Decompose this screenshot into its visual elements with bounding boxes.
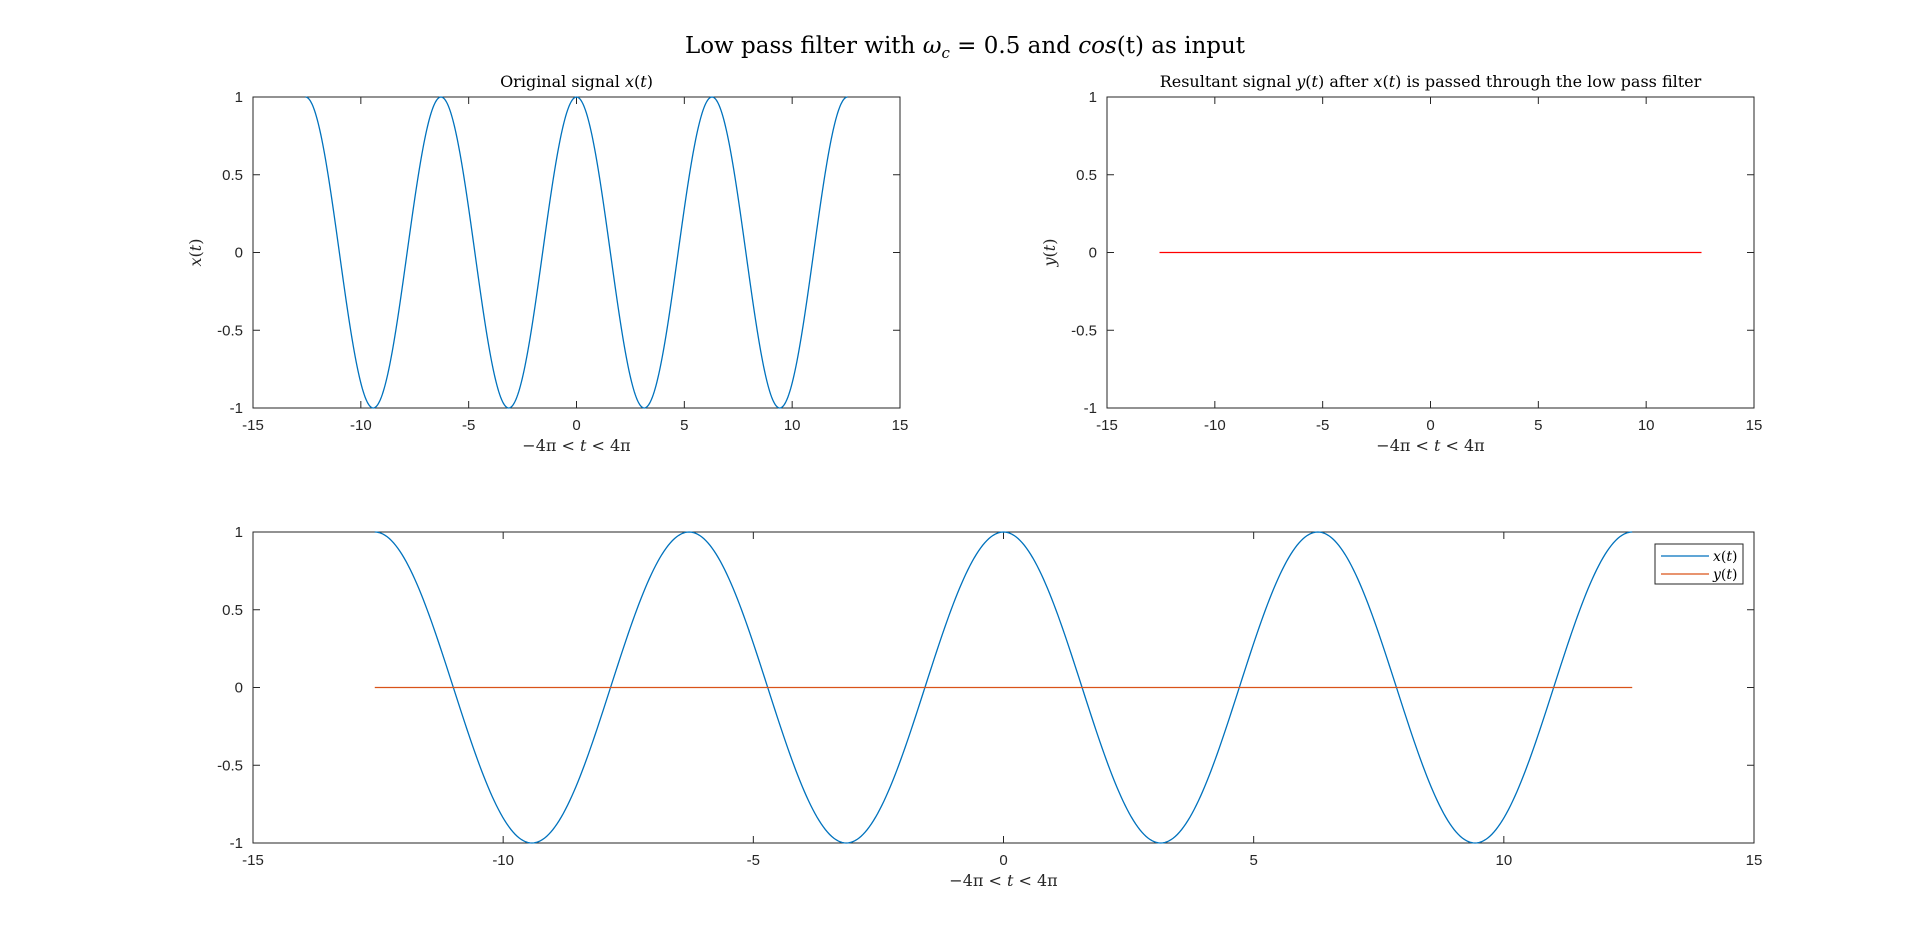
x-tick-label: -15 (1096, 417, 1118, 434)
x-axis-label: −4π < t < 4π (949, 871, 1057, 890)
x-tick-label: 5 (1249, 852, 1257, 869)
x-tick-label: -10 (350, 417, 372, 434)
x-tick-label: -5 (747, 852, 760, 869)
x-tick-label: 10 (784, 417, 801, 434)
y-tick-label: -1 (230, 400, 243, 417)
x-tick-label: 10 (1495, 852, 1512, 869)
y-tick-label: 0.5 (1076, 167, 1097, 184)
x-tick-label: -10 (492, 852, 514, 869)
axes-box (252, 96, 901, 409)
y-tick-label: -0.5 (217, 322, 243, 339)
y-tick-label: 0 (235, 245, 243, 262)
panel-combined-signals: -15 -10 -5 0 5 10 15 -1 -0.5 0 0.5 1 −4π < t < 4π x(t… (217, 524, 1762, 890)
x-tick-label: 10 (1638, 417, 1655, 434)
legend-label: y(t) (1712, 567, 1738, 583)
y-tick-label: 0.5 (222, 167, 243, 184)
x-tick-label: -5 (462, 417, 475, 434)
y-tick-label: -1 (1084, 400, 1097, 417)
x-tick-label: 15 (1746, 852, 1763, 869)
x-tick-label: 15 (1746, 417, 1763, 434)
panel-original-signal: -15 -10 -5 0 5 10 15 -1 -0.5 0 0.5 1 Original signal… (186, 72, 908, 455)
legend: x(t) y(t) (1654, 543, 1744, 585)
x-tick-label: 0 (572, 417, 580, 434)
panel-resultant-signal: -15 -10 -5 0 5 10 15 -1 -0.5 0 0.5 1 Resultant signa… (1040, 72, 1762, 455)
x-tick-label: -15 (242, 417, 264, 434)
x-tick-label: -5 (1316, 417, 1329, 434)
y-tick-label: 1 (235, 89, 243, 106)
x-axis-label: −4π < t < 4π (522, 436, 630, 455)
y-tick-label: 1 (1089, 89, 1097, 106)
y-axis-label: x(t) (186, 239, 205, 267)
y-tick-label: -1 (230, 835, 243, 852)
y-tick-label: -0.5 (217, 757, 243, 774)
y-tick-label: 0 (1089, 245, 1097, 262)
subplot-title: Original signal x(t) (500, 72, 653, 91)
x-tick-label: 15 (892, 417, 909, 434)
figure-title-mid: = 0.5 and (950, 33, 1078, 59)
figure-title-omega: ω (923, 33, 942, 59)
figure-title-cos: cos (1078, 33, 1117, 59)
legend-label: x(t) (1713, 549, 1737, 565)
series-line-xt (374, 531, 1633, 844)
x-tick-label: -10 (1204, 417, 1226, 434)
subplot-title: Resultant signal y(t) after x(t) is pass… (1160, 72, 1702, 91)
legend-box (1654, 543, 1744, 585)
x-tick-label: -15 (242, 852, 264, 869)
figure-title-end: as input (1144, 33, 1246, 59)
y-axis-label: y(t) (1040, 239, 1059, 268)
figure-title-omega-sub: c (941, 44, 950, 62)
figure-title-pre: Low pass filter with (685, 33, 923, 59)
series-line-xt (305, 96, 848, 409)
figure-title-fn: (t) (1117, 33, 1144, 59)
figure-title: Low pass filter with ωc = 0.5 and cos(t)… (685, 33, 1246, 62)
y-tick-label: 1 (235, 524, 243, 541)
x-axis-label: −4π < t < 4π (1376, 436, 1484, 455)
x-tick-label: 0 (999, 852, 1007, 869)
y-tick-label: 0 (235, 680, 243, 697)
x-tick-label: 0 (1426, 417, 1434, 434)
x-tick-label: 5 (1534, 417, 1542, 434)
x-tick-label: 5 (680, 417, 688, 434)
y-tick-label: 0.5 (222, 602, 243, 619)
y-tick-label: -0.5 (1071, 322, 1097, 339)
